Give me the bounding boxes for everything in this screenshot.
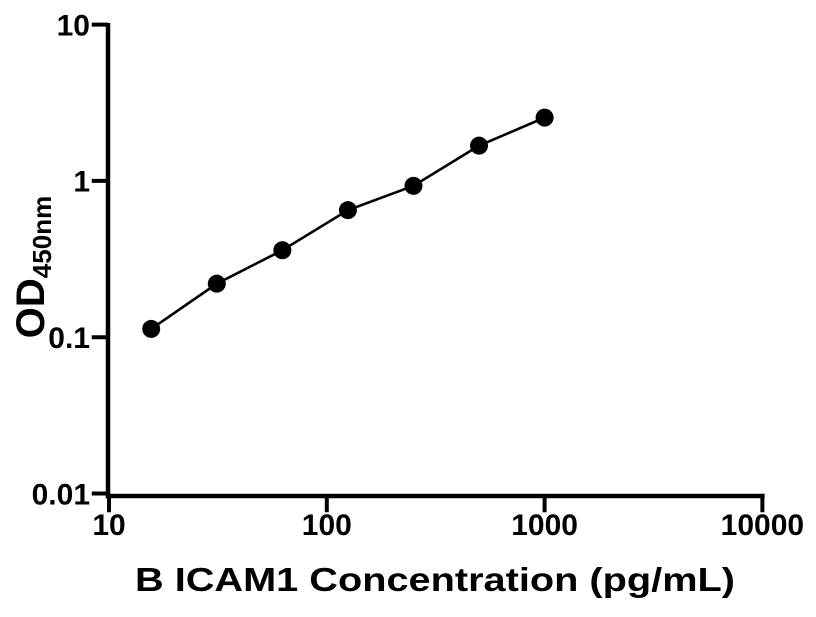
x-tick-label: 10 <box>92 509 125 542</box>
data-point <box>535 108 554 127</box>
data-point <box>207 274 226 293</box>
data-point <box>273 241 292 260</box>
data-point <box>470 136 489 155</box>
y-tick-label: 0.1 <box>48 322 90 355</box>
y-tick-label: 1 <box>73 166 90 199</box>
x-tick-label: 100 <box>302 509 352 542</box>
data-point <box>338 201 357 220</box>
y-tick-label: 10 <box>57 9 90 42</box>
x-tick-label: 1000 <box>511 509 578 542</box>
data-point <box>142 319 161 338</box>
x-tick-label: 10000 <box>721 509 804 542</box>
y-axis-title-subscript: 450nm <box>27 196 57 278</box>
y-axis-title: OD450nm <box>9 196 57 338</box>
y-axis-title-main: OD <box>9 278 53 338</box>
x-axis-title: B ICAM1 Concentration (pg/mL) <box>135 561 735 598</box>
y-tick-label: 0.01 <box>32 478 90 511</box>
data-point <box>404 176 423 195</box>
